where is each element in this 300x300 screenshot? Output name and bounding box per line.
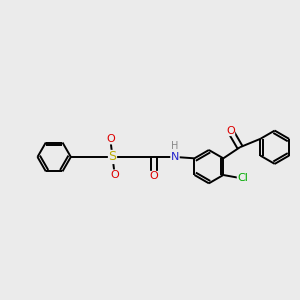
Text: O: O <box>110 170 119 180</box>
Text: Cl: Cl <box>237 173 248 183</box>
Text: N: N <box>171 152 179 162</box>
Text: S: S <box>109 150 116 164</box>
Text: O: O <box>226 126 235 136</box>
Text: O: O <box>150 171 158 182</box>
Text: O: O <box>106 134 115 144</box>
Text: H: H <box>171 141 179 152</box>
